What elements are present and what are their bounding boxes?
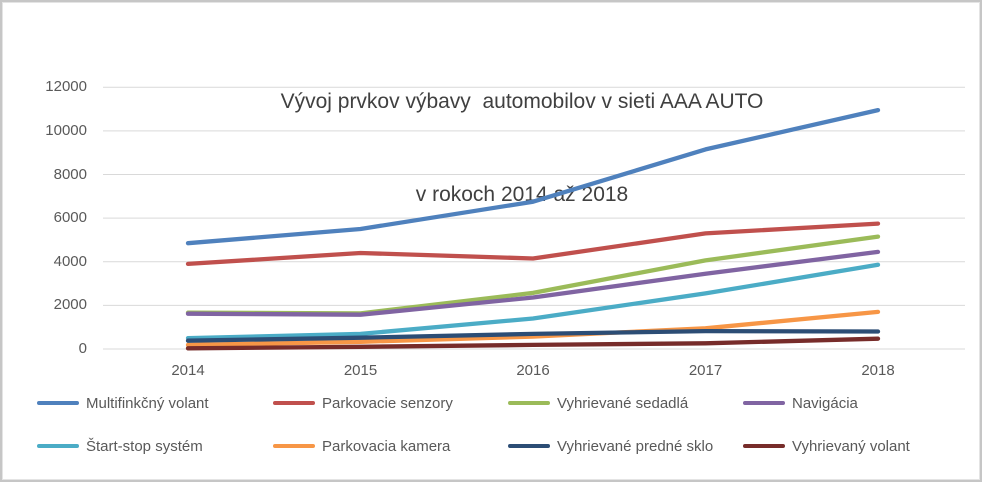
chart-title-line2: v rokoch 2014 až 2018 bbox=[415, 183, 629, 206]
x-axis-tick-label: 2014 bbox=[171, 362, 205, 379]
series-line-3 bbox=[185, 249, 881, 317]
legend-line-swatch-icon bbox=[37, 444, 79, 448]
legend-line-swatch-icon bbox=[273, 444, 315, 448]
series-line-2 bbox=[185, 234, 881, 316]
legend-label: Štart-stop systém bbox=[86, 437, 203, 455]
legend-line-swatch-icon bbox=[37, 401, 79, 405]
legend-line-swatch-icon bbox=[743, 401, 785, 405]
x-axis-tick-label: 2016 bbox=[516, 362, 550, 379]
y-axis-tick-label: 2000 bbox=[53, 296, 87, 313]
legend-item-parkovacie-senzory: Parkovacie senzory bbox=[273, 394, 453, 412]
legend-line-swatch-icon bbox=[508, 444, 550, 448]
legend-item-start-stop-system: Štart-stop systém bbox=[37, 437, 203, 455]
legend-label: Parkovacie senzory bbox=[322, 394, 453, 412]
series-line-0 bbox=[185, 107, 881, 246]
legend-label: Navigácia bbox=[792, 394, 858, 412]
y-axis-tick-label: 4000 bbox=[53, 253, 87, 270]
legend-item-vyhrievane-sedadla: Vyhrievané sedadlá bbox=[508, 394, 688, 412]
legend-line-swatch-icon bbox=[743, 444, 785, 448]
chart-title-line1: Vývoj prvkov výbavy automobilov v sieti … bbox=[280, 90, 764, 113]
legend-item-parkovacia-kamera: Parkovacia kamera bbox=[273, 437, 450, 455]
legend-label: Vyhrievané predné sklo bbox=[557, 437, 714, 455]
legend-label: Vyhrievané sedadlá bbox=[557, 394, 689, 412]
series-line-6 bbox=[185, 328, 881, 343]
legend-item-multifinkcny-volant: Multifinkčný volant bbox=[37, 394, 209, 412]
y-axis-tick-label: 0 bbox=[78, 340, 87, 357]
y-axis-tick-label: 12000 bbox=[45, 78, 87, 95]
legend-label: Vyhrievaný volant bbox=[792, 437, 910, 455]
y-axis-tick-label: 10000 bbox=[45, 122, 87, 139]
series-line-1 bbox=[185, 221, 881, 267]
x-axis-tick-label: 2018 bbox=[861, 362, 895, 379]
series-line-4 bbox=[185, 262, 881, 341]
legend-label: Parkovacia kamera bbox=[322, 437, 451, 455]
x-axis-tick-label: 2015 bbox=[343, 362, 378, 379]
legend-item-vyhrievany-volant: Vyhrievaný volant bbox=[743, 437, 910, 455]
legend-item-vyhrievane-predne-sklo: Vyhrievané predné sklo bbox=[508, 437, 713, 455]
x-axis-tick-label: 2017 bbox=[688, 362, 723, 379]
legend-line-swatch-icon bbox=[508, 401, 550, 405]
y-axis-tick-label: 6000 bbox=[53, 209, 87, 226]
legend-line-swatch-icon bbox=[273, 401, 315, 405]
legend-item-navigacia: Navigácia bbox=[743, 394, 858, 412]
series-line-5 bbox=[185, 309, 881, 348]
y-axis-tick-label: 8000 bbox=[53, 166, 87, 183]
chart-title: Vývoj prvkov výbavy automobilov v sieti … bbox=[62, 24, 982, 241]
series-line-7 bbox=[185, 336, 881, 351]
legend-label: Multifinkčný volant bbox=[86, 394, 209, 412]
